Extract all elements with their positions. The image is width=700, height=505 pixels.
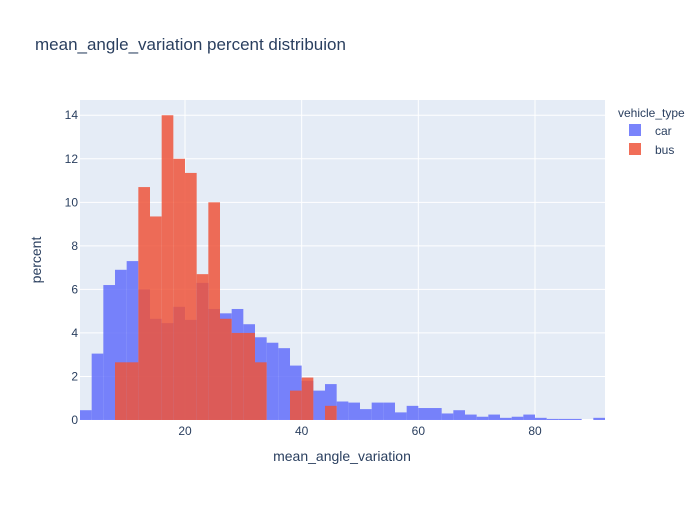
series-bus — [115, 115, 337, 420]
legend-label-car: car — [655, 124, 672, 138]
bar-bus[interactable] — [290, 390, 302, 420]
bar-car[interactable] — [336, 401, 349, 420]
y-tick-label: 6 — [71, 282, 78, 296]
bar-bus[interactable] — [325, 405, 337, 420]
bar-bus[interactable] — [161, 115, 174, 420]
bar-car[interactable] — [500, 417, 512, 420]
legend-swatch-bus — [629, 143, 641, 155]
bar-car[interactable] — [360, 409, 372, 420]
bar-bus[interactable] — [126, 362, 139, 420]
bar-car[interactable] — [430, 408, 442, 420]
bar-car[interactable] — [395, 412, 407, 420]
bar-car[interactable] — [91, 353, 104, 420]
bar-car[interactable] — [325, 384, 337, 420]
bar-bus[interactable] — [173, 158, 185, 420]
y-tick-label: 8 — [71, 239, 78, 253]
bar-car[interactable] — [511, 416, 524, 420]
bar-car[interactable] — [266, 342, 279, 420]
legend-item-car[interactable]: car — [629, 124, 672, 138]
bar-car[interactable] — [570, 418, 582, 420]
bar-car[interactable] — [313, 390, 325, 420]
y-axis-label: percent — [28, 237, 44, 284]
y-tick-label: 14 — [65, 108, 79, 122]
bar-car[interactable] — [371, 402, 384, 420]
x-tick-label: 40 — [295, 424, 309, 438]
y-tick-label: 12 — [65, 152, 79, 166]
bar-bus[interactable] — [138, 187, 150, 420]
legend: vehicle_type car bus — [618, 106, 685, 157]
y-tick-label: 2 — [71, 369, 78, 383]
bar-car[interactable] — [523, 414, 535, 420]
bar-car[interactable] — [278, 348, 290, 420]
bar-bus[interactable] — [255, 362, 267, 420]
bar-car[interactable] — [418, 408, 430, 420]
x-axis-label: mean_angle_variation — [273, 448, 411, 464]
bar-car[interactable] — [535, 417, 547, 420]
x-tick-label: 80 — [528, 424, 542, 438]
bar-car[interactable] — [441, 413, 454, 420]
bar-bus[interactable] — [196, 274, 209, 420]
bar-bus[interactable] — [115, 362, 127, 420]
bar-bus[interactable] — [220, 318, 232, 420]
legend-title: vehicle_type — [618, 106, 685, 120]
bar-car[interactable] — [546, 418, 559, 420]
bar-car[interactable] — [115, 269, 127, 420]
chart-title: mean_angle_variation percent distribuion — [35, 35, 346, 54]
bar-car[interactable] — [488, 414, 500, 420]
bar-car[interactable] — [126, 261, 139, 420]
bar-bus[interactable] — [208, 202, 220, 420]
legend-swatch-car — [629, 124, 641, 136]
bar-car[interactable] — [558, 418, 570, 420]
bar-car[interactable] — [593, 417, 605, 420]
x-tick-label: 20 — [178, 424, 192, 438]
bar-car[interactable] — [465, 414, 477, 420]
x-tick-label: 60 — [412, 424, 426, 438]
bar-bus[interactable] — [185, 172, 197, 420]
legend-label-bus: bus — [655, 143, 674, 157]
y-tick-label: 4 — [71, 326, 78, 340]
bar-bus[interactable] — [243, 332, 255, 420]
bar-bus[interactable] — [231, 332, 244, 420]
bar-bus[interactable] — [150, 216, 162, 420]
bars-group — [80, 115, 605, 420]
bar-car[interactable] — [453, 410, 465, 420]
y-tick-labels: 0 2 4 6 8 10 12 14 — [65, 108, 79, 427]
bar-car[interactable] — [476, 416, 489, 420]
bar-car[interactable] — [80, 410, 92, 420]
bar-car[interactable] — [103, 285, 115, 420]
y-tick-label: 10 — [65, 195, 79, 209]
bar-car[interactable] — [383, 402, 395, 420]
bar-bus[interactable] — [301, 377, 314, 420]
legend-item-bus[interactable]: bus — [629, 143, 674, 157]
y-tick-label: 0 — [71, 413, 78, 427]
bar-car[interactable] — [406, 405, 419, 420]
x-tick-labels: 20 40 60 80 — [178, 424, 542, 438]
bar-car[interactable] — [348, 402, 360, 420]
